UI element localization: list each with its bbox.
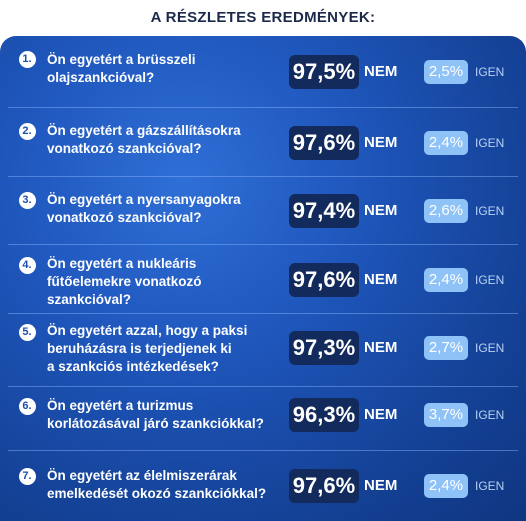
nem-percentage: 97,4% xyxy=(289,194,359,228)
question-number-badge: 6. xyxy=(19,398,36,415)
question-text: Ön egyetért az élelmiszerárak emelkedésé… xyxy=(47,468,267,501)
igen-label: IGEN xyxy=(475,273,505,287)
igen-label: IGEN xyxy=(475,341,505,355)
question-number-badge: 4. xyxy=(19,257,36,274)
igen-percentage: 3,7% xyxy=(424,403,468,427)
nem-percentage: 97,5% xyxy=(289,55,359,89)
nem-label: NEM xyxy=(364,339,398,356)
igen-percentage: 2,4% xyxy=(424,268,468,292)
igen-label: IGEN xyxy=(475,204,505,218)
result-row: 6. Ön egyetért a turizmus korlátozásával… xyxy=(0,387,526,455)
result-row: 7. Ön egyetért az élelmiszerárak emelked… xyxy=(0,451,526,519)
row-divider xyxy=(8,244,518,245)
igen-label: IGEN xyxy=(475,136,505,150)
question-number-badge: 2. xyxy=(19,123,36,140)
igen-percentage: 2,4% xyxy=(424,131,468,155)
nem-label: NEM xyxy=(364,202,398,219)
question-number-badge: 1. xyxy=(19,51,36,68)
question-text: Ön egyetért a brüsszeli olajszankcióval? xyxy=(47,52,196,85)
question-text: Ön egyetért azzal, hogy a paksi beruházá… xyxy=(47,323,248,374)
nem-percentage: 97,3% xyxy=(289,331,359,365)
row-divider xyxy=(8,313,518,314)
nem-percentage: 96,3% xyxy=(289,398,359,432)
nem-label: NEM xyxy=(364,134,398,151)
nem-label: NEM xyxy=(364,406,398,423)
igen-percentage: 2,7% xyxy=(424,336,468,360)
question-text: Ön egyetért a nukleáris fűtőelemekre von… xyxy=(47,256,202,307)
nem-label: NEM xyxy=(364,63,398,80)
nem-percentage: 97,6% xyxy=(289,469,359,503)
results-panel: 1. Ön egyetért a brüsszeli olajszankcióv… xyxy=(0,36,526,521)
row-divider xyxy=(8,386,518,387)
question-number-badge: 7. xyxy=(19,468,36,485)
page-title: A RÉSZLETES EREDMÉNYEK: xyxy=(150,9,376,26)
row-divider xyxy=(8,176,518,177)
nem-percentage: 97,6% xyxy=(289,263,359,297)
nem-label: NEM xyxy=(364,271,398,288)
nem-percentage: 97,6% xyxy=(289,126,359,160)
question-number-badge: 5. xyxy=(19,324,36,341)
igen-percentage: 2,4% xyxy=(424,474,468,498)
nem-label: NEM xyxy=(364,477,398,494)
row-divider xyxy=(8,450,518,451)
result-row: 3. Ön egyetért a nyersanyagokra vonatkoz… xyxy=(0,177,526,245)
igen-percentage: 2,6% xyxy=(424,199,468,223)
question-number-badge: 3. xyxy=(19,192,36,209)
igen-label: IGEN xyxy=(475,65,505,79)
result-row: 2. Ön egyetért a gázszállításokra vonatk… xyxy=(0,108,526,176)
row-divider xyxy=(8,107,518,108)
igen-label: IGEN xyxy=(475,408,505,422)
result-row: 5. Ön egyetért azzal, hogy a paksi beruh… xyxy=(0,314,526,382)
question-text: Ön egyetért a gázszállításokra vonatkozó… xyxy=(47,123,241,156)
question-text: Ön egyetért a nyersanyagokra vonatkozó s… xyxy=(47,192,241,225)
igen-percentage: 2,5% xyxy=(424,60,468,84)
question-text: Ön egyetért a turizmus korlátozásával já… xyxy=(47,398,264,431)
result-row: 1. Ön egyetért a brüsszeli olajszankcióv… xyxy=(0,36,526,104)
result-row: 4. Ön egyetért a nukleáris fűtőelemekre … xyxy=(0,245,526,313)
igen-label: IGEN xyxy=(475,479,505,493)
